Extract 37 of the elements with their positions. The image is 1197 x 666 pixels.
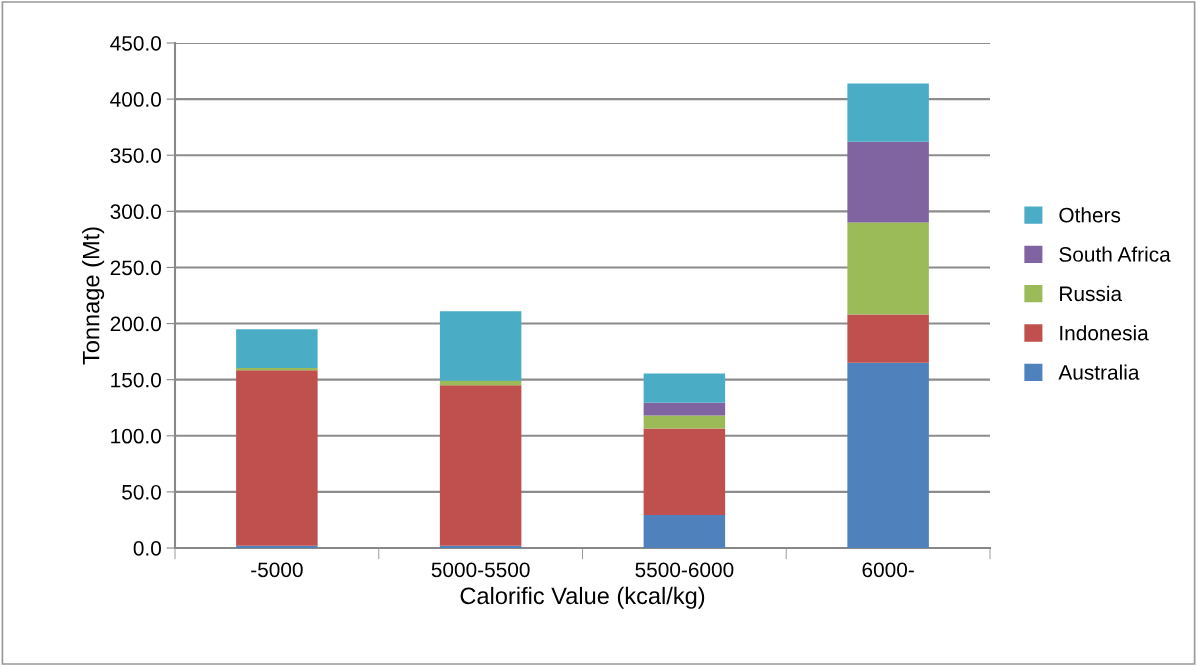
bar: [643, 428, 726, 515]
y-tick-label: 250.0: [110, 260, 161, 276]
y-tick-label: 350.0: [110, 148, 161, 163]
legend-label: South Africa: [1059, 246, 1171, 262]
bar: [643, 415, 726, 429]
bar: [847, 141, 929, 223]
y-tick-label: 0.0: [133, 541, 161, 556]
bar: [236, 370, 318, 546]
y-axis-title: Tonnage (Mt): [82, 227, 105, 365]
x-tick-label: -5000: [251, 562, 303, 578]
y-tick-label: 100.0: [111, 428, 161, 444]
legend-label: Indonesia: [1060, 325, 1149, 341]
y-tick-label: 50.0: [122, 484, 161, 500]
legend-label: Russia: [1060, 285, 1123, 302]
bar: [439, 385, 522, 546]
y-tick-label: 400.0: [110, 92, 161, 107]
x-tick-label: 5000-5500: [431, 562, 530, 578]
y-tick-label: 150.0: [111, 372, 161, 388]
x-axis-title: Calorific Value (kcal/kg): [460, 586, 705, 609]
legend-label: Australia: [1058, 364, 1140, 380]
bar: [643, 373, 726, 403]
y-tick-label: 450.0: [110, 36, 161, 51]
bar: [439, 311, 522, 381]
legend-label: Others: [1059, 207, 1121, 223]
x-tick-label: 6000-: [862, 562, 914, 578]
y-tick-label: 200.0: [110, 316, 161, 332]
y-tick-label: 300.0: [110, 204, 161, 220]
bar: [847, 362, 929, 548]
bar: [643, 402, 726, 416]
bar: [643, 514, 726, 548]
bar: [236, 545, 318, 548]
bar: [236, 329, 318, 368]
bar: [847, 83, 929, 142]
x-tick-label: 5500-6000: [635, 562, 734, 578]
bar: [236, 367, 318, 371]
bar: [847, 314, 929, 363]
bar: [847, 222, 929, 315]
